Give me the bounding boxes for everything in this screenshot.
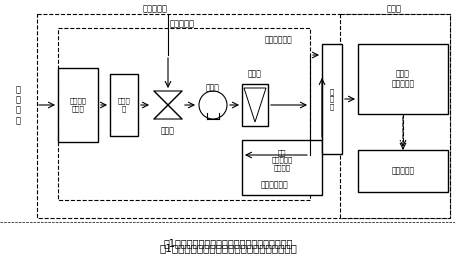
Polygon shape bbox=[154, 105, 182, 119]
Text: ポンプ: ポンプ bbox=[206, 83, 219, 93]
Bar bbox=[339, 14, 449, 218]
Text: 切
換
弁: 切 換 弁 bbox=[329, 88, 334, 110]
Text: 試料採取部: 試料採取部 bbox=[170, 20, 195, 29]
Bar bbox=[37, 14, 449, 218]
Polygon shape bbox=[154, 91, 182, 105]
Text: 試料大気流路: 試料大気流路 bbox=[264, 36, 292, 44]
Text: 触媒
（ゼロガス
精製器）: 触媒 （ゼロガス 精製器） bbox=[271, 149, 292, 171]
Text: 赤外線
ガス分析計: 赤外線 ガス分析計 bbox=[390, 69, 414, 89]
Bar bbox=[110, 74, 138, 136]
Bar bbox=[321, 44, 341, 154]
Bar bbox=[357, 44, 447, 114]
Text: 校正用ガス: 校正用ガス bbox=[142, 4, 167, 14]
Bar bbox=[58, 68, 98, 142]
Bar bbox=[58, 28, 309, 200]
Text: 比較ガス流路: 比較ガス流路 bbox=[261, 180, 288, 190]
Text: 流量計: 流量計 bbox=[248, 69, 261, 78]
Text: 図1　環境用一酸化炭素計測器の流路系統図の例: 図1 環境用一酸化炭素計測器の流路系統図の例 bbox=[163, 238, 292, 248]
Text: 切換弁: 切換弁 bbox=[161, 126, 175, 135]
Text: 指示記録計: 指示記録計 bbox=[390, 166, 414, 176]
Bar bbox=[242, 140, 321, 195]
Bar bbox=[242, 84, 268, 126]
Text: フィル
タ: フィル タ bbox=[117, 98, 130, 112]
Bar bbox=[357, 150, 447, 192]
Text: 試料大気
導入口: 試料大気 導入口 bbox=[69, 98, 86, 112]
Polygon shape bbox=[243, 88, 265, 122]
Text: 図1　環境用一酸化炭素計測器の流路系統図の例: 図1 環境用一酸化炭素計測器の流路系統図の例 bbox=[159, 243, 296, 253]
Text: 試
料
大
気: 試 料 大 気 bbox=[15, 85, 20, 125]
Text: 収納部: 収納部 bbox=[386, 4, 400, 14]
